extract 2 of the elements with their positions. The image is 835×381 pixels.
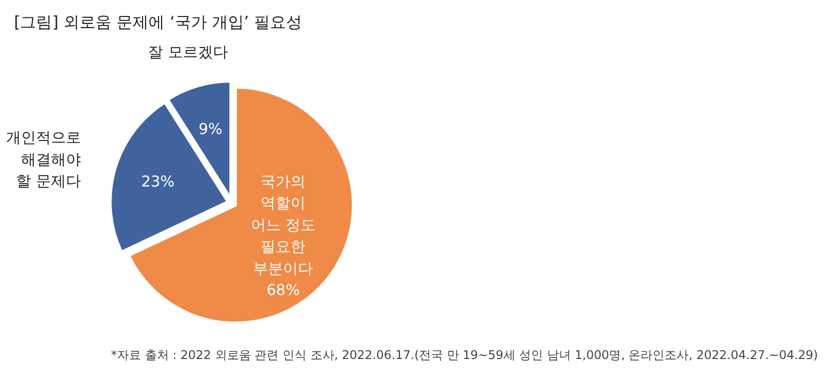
title: [그림] 외로움 문제에 ‘국가 개입’ 필요성	[14, 12, 302, 32]
annotation: *자료 출처 : 2022 외로움 관련 인식 조사, 2022.06.17.(전국 만 19~59세 성인 남녀 1,000명, 온라인조사, 2022.04.27.~04.29)	[110, 348, 818, 362]
